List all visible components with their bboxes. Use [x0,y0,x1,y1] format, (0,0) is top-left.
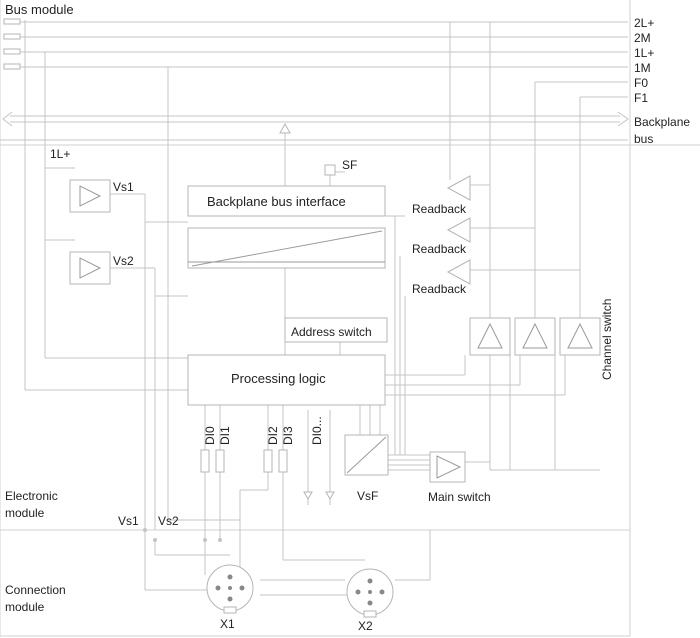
backplane-label: Backplane [634,115,690,129]
vsf-label: VsF [357,489,378,503]
vs1-label: Vs1 [113,180,134,194]
junction-dots [143,528,222,542]
processing-logic-label: Processing logic [231,371,326,386]
bus-line-label-1m: 1M [634,61,651,75]
readback-triangles [446,175,471,285]
channel-switches [469,317,601,356]
converter-block [187,227,386,269]
supply-label-1l: 1L+ [50,147,70,161]
address-switch-label: Address switch [291,325,372,339]
backplane-bus-interface-box [187,185,386,217]
channel-switch-label: Channel switch [600,299,614,380]
backplane-interface-label: Backplane bus interface [207,194,346,209]
input-resistors [200,449,288,473]
connector-x1-label: X1 [220,617,235,631]
main-switch [429,451,466,483]
connection-lines [24,20,600,596]
input-label-di0-more: DI0... [310,416,324,445]
bus-line-label-2l: 2L+ [634,16,654,30]
input-label-di2: DI2 [266,426,280,445]
sf-indicator [324,164,336,176]
vs1-buffer [69,179,111,213]
output-label-vs2: Vs2 [158,514,179,528]
electronic-module-title: Electronic [5,489,58,503]
connector-x2 [346,568,394,618]
connection-module-title: Connection [5,583,66,597]
readback-label-2: Readback [412,242,467,256]
input-label-di0: DI0 [203,426,217,445]
electronic-module-title-2: module [5,506,45,520]
bus-line-label-f0: F0 [634,76,648,90]
address-switch-box [284,317,388,343]
sf-label: SF [342,158,357,172]
backplane-bus-label: bus [634,132,653,146]
readback-label-3: Readback [412,282,467,296]
bus-lines [0,18,629,186]
vs2-buffer [69,251,111,285]
readback-label-1: Readback [412,202,467,216]
vsf-converter [344,434,389,476]
processing-logic-box [187,354,386,406]
output-label-vs1: Vs1 [118,514,139,528]
input-label-di1: DI1 [218,426,232,445]
connector-x2-label: X2 [358,619,373,633]
main-switch-label: Main switch [428,490,491,504]
vs2-label: Vs2 [113,254,134,268]
connector-x1 [206,564,254,614]
bus-line-label-1l: 1L+ [634,46,654,60]
input-label-di3: DI3 [281,426,295,445]
bus-module-title: Bus module [5,2,74,17]
bus-line-label-f1: F1 [634,91,648,105]
bus-line-label-2m: 2M [634,31,651,45]
connection-module-title-2: module [5,600,45,614]
